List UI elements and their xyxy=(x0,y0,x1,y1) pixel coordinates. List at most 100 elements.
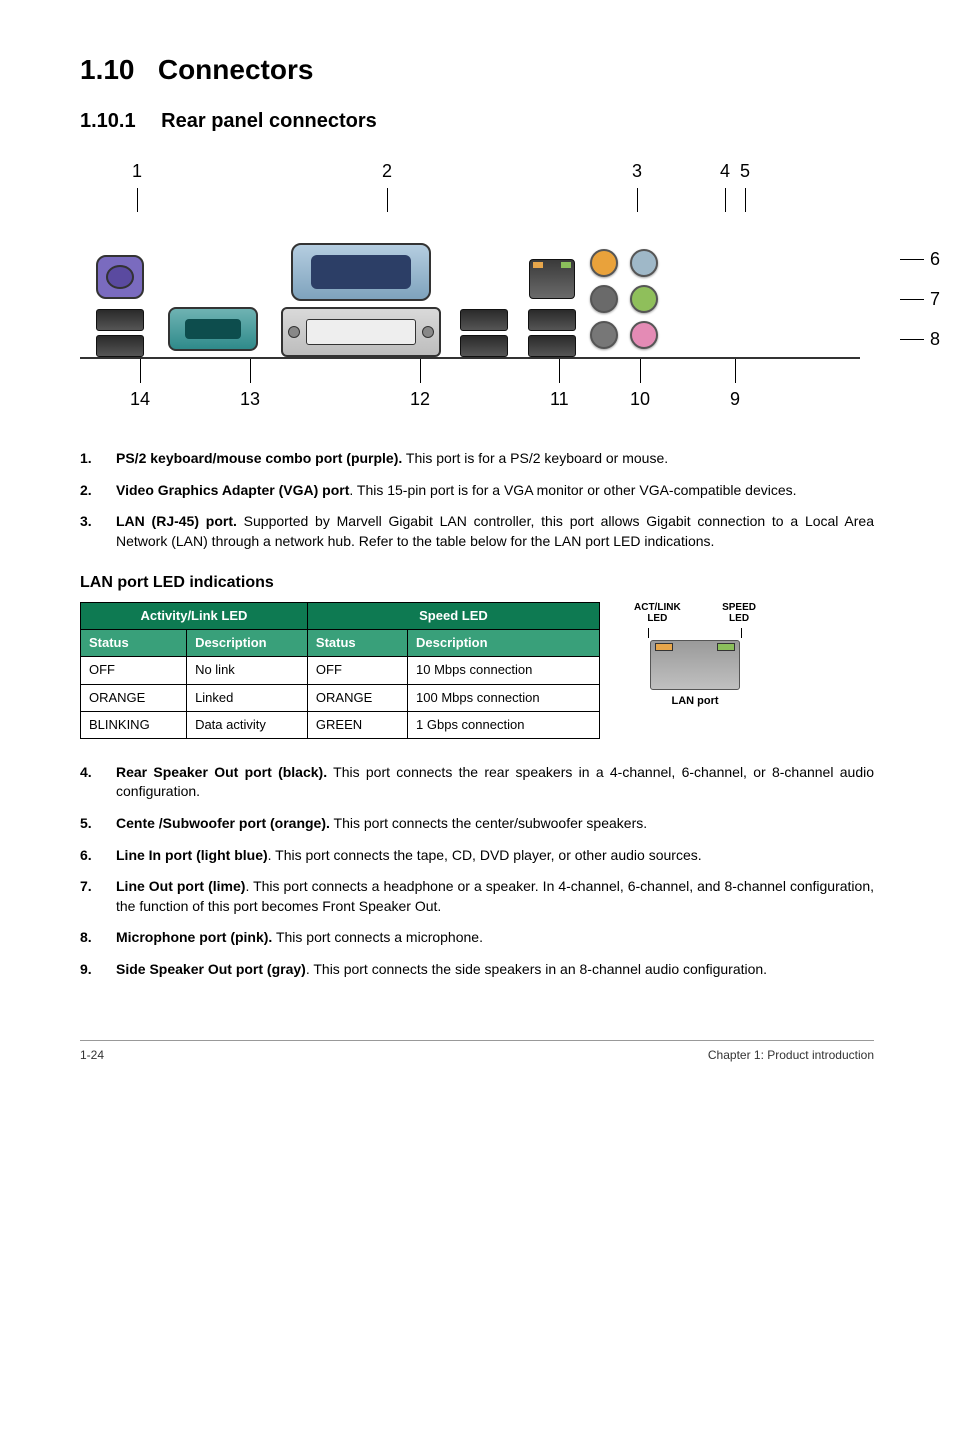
speed-led-label: LED xyxy=(729,613,749,624)
item-number: 3. xyxy=(80,512,116,551)
speed-label: SPEED xyxy=(722,602,756,613)
page-number: 1-24 xyxy=(80,1047,104,1064)
ps2-port-icon xyxy=(96,255,144,299)
lan-port-figure: ACT/LINK LED SPEED LED LAN port xyxy=(630,602,760,709)
lan-port-icon xyxy=(529,259,575,299)
table-group-header: Speed LED xyxy=(307,602,599,629)
rear-panel-illustration: 678 xyxy=(80,219,860,359)
table-cell: Data activity xyxy=(187,711,308,738)
audio-jack-icon xyxy=(630,285,658,313)
actlink-led-label: LED xyxy=(647,613,667,624)
item-number: 9. xyxy=(80,960,116,980)
table-column-header: Status xyxy=(81,630,187,657)
table-column-header: Description xyxy=(187,630,308,657)
item-number: 8. xyxy=(80,928,116,948)
callout-number: 1 xyxy=(132,159,142,184)
list-item: 5.Cente /Subwoofer port (orange). This p… xyxy=(80,814,874,834)
vga-port-icon xyxy=(291,243,431,301)
item-number: 4. xyxy=(80,763,116,802)
table-group-header: Activity/Link LED xyxy=(81,602,308,629)
audio-jacks-icon xyxy=(590,249,660,357)
list-item: 8.Microphone port (pink). This port conn… xyxy=(80,928,874,948)
list-item: 6.Line In port (light blue). This port c… xyxy=(80,846,874,866)
description-list: 4.Rear Speaker Out port (black). This po… xyxy=(80,763,874,980)
subsection-number: 1.10.1 xyxy=(80,107,136,135)
item-number: 5. xyxy=(80,814,116,834)
usb-stack-icon xyxy=(528,305,576,357)
section-number: 1.10 xyxy=(80,54,135,85)
lan-heading: LAN port LED indications xyxy=(80,572,874,594)
chapter-label: Chapter 1: Product introduction xyxy=(708,1047,874,1064)
table-row: OFFNo linkOFF10 Mbps connection xyxy=(81,657,600,684)
table-column-header: Status xyxy=(307,630,407,657)
table-cell: Linked xyxy=(187,684,308,711)
page-footer: 1-24 Chapter 1: Product introduction xyxy=(80,1040,874,1064)
callout-number: 9 xyxy=(730,387,740,412)
callout-number: 6 xyxy=(930,247,940,272)
table-cell: ORANGE xyxy=(307,684,407,711)
list-item: 3.LAN (RJ-45) port. Supported by Marvell… xyxy=(80,512,874,551)
item-number: 7. xyxy=(80,877,116,916)
callout-number: 14 xyxy=(130,387,150,412)
subsection-name: Rear panel connectors xyxy=(161,110,377,132)
list-item: 1.PS/2 keyboard/mouse combo port (purple… xyxy=(80,449,874,469)
table-cell: GREEN xyxy=(307,711,407,738)
item-number: 6. xyxy=(80,846,116,866)
usb-stack-icon xyxy=(96,305,144,357)
table-cell: OFF xyxy=(307,657,407,684)
item-number: 1. xyxy=(80,449,116,469)
usb-stack-icon xyxy=(460,305,508,357)
item-text: Video Graphics Adapter (VGA) port. This … xyxy=(116,481,874,501)
table-cell: 1 Gbps connection xyxy=(408,711,600,738)
callout-number: 10 xyxy=(630,387,650,412)
table-cell: OFF xyxy=(81,657,187,684)
list-item: 9.Side Speaker Out port (gray). This por… xyxy=(80,960,874,980)
serial-port-icon xyxy=(168,307,258,351)
section-title: 1.10 Connectors xyxy=(80,50,874,89)
table-column-header: Description xyxy=(408,630,600,657)
callout-number: 2 xyxy=(382,159,392,184)
lan-port-caption: LAN port xyxy=(630,694,760,709)
item-text: PS/2 keyboard/mouse combo port (purple).… xyxy=(116,449,874,469)
item-text: Line Out port (lime). This port connects… xyxy=(116,877,874,916)
audio-jack-icon xyxy=(590,249,618,277)
list-item: 2.Video Graphics Adapter (VGA) port. Thi… xyxy=(80,481,874,501)
audio-jack-icon xyxy=(630,321,658,349)
item-number: 2. xyxy=(80,481,116,501)
description-list: 1.PS/2 keyboard/mouse combo port (purple… xyxy=(80,449,874,551)
audio-jack-icon xyxy=(590,285,618,313)
callout-number: 5 xyxy=(740,159,750,184)
audio-jack-icon xyxy=(630,249,658,277)
table-row: BLINKINGData activityGREEN1 Gbps connect… xyxy=(81,711,600,738)
table-cell: 100 Mbps connection xyxy=(408,684,600,711)
lan-led-table: Activity/Link LEDSpeed LED StatusDescrip… xyxy=(80,602,600,739)
item-text: Line In port (light blue). This port con… xyxy=(116,846,874,866)
callout-number: 4 xyxy=(720,159,730,184)
callout-number: 12 xyxy=(410,387,430,412)
callout-number: 7 xyxy=(930,287,940,312)
lan-port-body-icon xyxy=(650,640,740,690)
table-cell: No link xyxy=(187,657,308,684)
list-item: 4.Rear Speaker Out port (black). This po… xyxy=(80,763,874,802)
item-text: Cente /Subwoofer port (orange). This por… xyxy=(116,814,874,834)
callout-number: 11 xyxy=(550,387,569,412)
dvi-port-icon xyxy=(281,307,441,357)
item-text: Side Speaker Out port (gray). This port … xyxy=(116,960,874,980)
section-name: Connectors xyxy=(158,54,314,85)
speed-led-icon xyxy=(717,643,735,651)
table-cell: BLINKING xyxy=(81,711,187,738)
rear-panel-diagram: 12345 678 14131211109 xyxy=(80,159,860,419)
callout-number: 3 xyxy=(632,159,642,184)
lan-section: Activity/Link LEDSpeed LED StatusDescrip… xyxy=(80,602,874,739)
table-cell: ORANGE xyxy=(81,684,187,711)
callout-number: 8 xyxy=(930,327,940,352)
item-text: LAN (RJ-45) port. Supported by Marvell G… xyxy=(116,512,874,551)
list-item: 7.Line Out port (lime). This port connec… xyxy=(80,877,874,916)
subsection-title: 1.10.1 Rear panel connectors xyxy=(80,107,874,135)
item-text: Microphone port (pink). This port connec… xyxy=(116,928,874,948)
item-text: Rear Speaker Out port (black). This port… xyxy=(116,763,874,802)
audio-jack-icon xyxy=(590,321,618,349)
table-cell: 10 Mbps connection xyxy=(408,657,600,684)
actlink-label: ACT/LINK xyxy=(634,602,681,613)
table-row: ORANGELinkedORANGE100 Mbps connection xyxy=(81,684,600,711)
